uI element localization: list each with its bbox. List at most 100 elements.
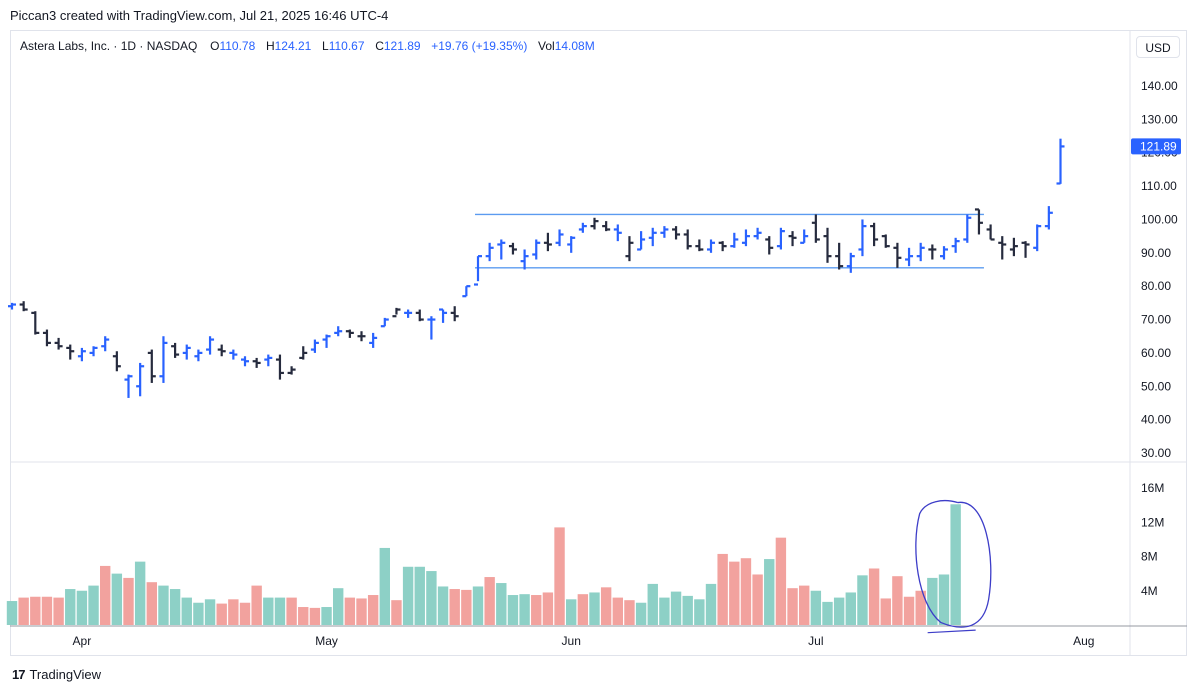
tradingview-logo[interactable]: 17 TradingView: [12, 667, 101, 682]
ohlc-bar: [31, 311, 40, 335]
ohlc-bar: [695, 239, 704, 252]
ohlc-bar: [485, 242, 494, 262]
volume-bar: [845, 592, 856, 625]
time-tick-label: Jul: [808, 634, 823, 648]
price-bars: [8, 138, 1065, 398]
high-label: H: [265, 39, 275, 53]
volume-bar: [111, 573, 123, 625]
ohlc-bar: [974, 208, 983, 235]
volume-bar: [519, 594, 530, 625]
volume-bar: [600, 587, 612, 625]
ohlc-bar: [252, 357, 261, 368]
volume-bars: [6, 504, 961, 625]
ohlc-bar: [101, 336, 110, 352]
volume-bar: [437, 586, 449, 625]
ohlc-bar: [462, 285, 471, 298]
ohlc-bar: [1056, 138, 1065, 185]
consolidation-range: [475, 213, 984, 269]
symbol-label[interactable]: Astera Labs, Inc. · 1D · NASDAQ: [20, 39, 198, 53]
ohlc-bar: [707, 239, 715, 253]
ohlc-bar: [637, 231, 646, 251]
chart-frame: [10, 30, 1187, 656]
volume-bar: [868, 568, 880, 625]
last-price-label: 121.89: [1140, 139, 1177, 153]
price-tick-label: 110.00: [1141, 179, 1177, 193]
volume-bar: [333, 588, 344, 625]
ohlc-bar: [823, 227, 832, 263]
ohlc-bar: [334, 326, 343, 337]
volume-tick-label: 8M: [1141, 550, 1158, 564]
volume-bar: [6, 601, 18, 625]
ohlc-bar: [357, 331, 366, 342]
ohlc-bar: [660, 226, 669, 238]
close-value: 121.89: [383, 39, 421, 53]
volume-bar: [239, 602, 251, 625]
ohlc-bar: [672, 226, 681, 240]
ohlc-bar: [206, 336, 215, 355]
volume-tick-label: 16M: [1141, 481, 1164, 495]
volume-bar: [635, 602, 647, 625]
ohlc-bar: [928, 244, 937, 260]
annotation-layer: [915, 500, 992, 634]
ohlc-bar: [940, 246, 948, 260]
ohlc-bar: [520, 249, 529, 270]
volume-bar: [426, 571, 437, 625]
symbol-legend: Astera Labs, Inc. · 1D · NASDAQ O110.78 …: [20, 39, 595, 53]
volume-bar: [542, 592, 554, 625]
ohlc-bar: [404, 309, 413, 318]
volume-bar: [938, 574, 950, 625]
ohlc-bar: [264, 354, 273, 367]
ohlc-bar: [112, 351, 121, 372]
last-price-tag: [1131, 138, 1181, 155]
volume-bar: [391, 600, 402, 625]
volume-bar: [857, 575, 868, 625]
price-tick-label: 100.00: [1141, 212, 1178, 226]
ohlc-bar: [788, 231, 797, 247]
ohlc-bar: [42, 329, 51, 347]
volume-bar: [193, 602, 204, 625]
chart-caption: Piccan3 created with TradingView.com, Ju…: [10, 8, 389, 23]
open-value: 110.78: [219, 39, 256, 53]
tradingview-brand: TradingView: [29, 667, 102, 682]
volume-bar: [449, 589, 460, 625]
tradingview-mark-icon: 17: [12, 667, 26, 682]
volume-bar: [472, 586, 484, 625]
volume-bar: [216, 603, 227, 625]
ohlc-bar: [1033, 224, 1042, 252]
ohlc-bar: [998, 236, 1007, 260]
ohlc-bar: [322, 334, 331, 348]
price-tick-label: 140.00: [1141, 79, 1178, 93]
volume-bar: [321, 607, 332, 625]
volume-bar: [531, 595, 542, 625]
volume-bar: [134, 561, 146, 625]
volume-bar: [554, 527, 565, 625]
ohlc-bar: [310, 339, 319, 353]
volume-bar: [752, 574, 763, 625]
ohlc-bar: [136, 362, 145, 397]
volume-tick-label: 4M: [1141, 584, 1158, 598]
ohlc-bar: [858, 219, 867, 257]
volume-bar: [822, 601, 833, 625]
ohlc-bar: [508, 242, 517, 255]
volume-bar: [379, 547, 390, 625]
volume-bar: [30, 596, 41, 625]
close-label: C: [375, 39, 384, 53]
ohlc-bar: [159, 336, 168, 383]
volume-bar: [251, 585, 262, 625]
ohlc-bar: [543, 232, 552, 252]
ohlc-bar: [811, 214, 820, 243]
volume-bar: [566, 599, 577, 625]
grid-layer: [10, 30, 1187, 656]
ohlc-bar: [532, 239, 541, 260]
volume-bar: [367, 595, 379, 625]
volume-bar: [65, 589, 76, 625]
volume-bar: [950, 504, 961, 625]
volume-bar: [775, 537, 787, 625]
ohlc-bar: [147, 349, 156, 383]
volume-bar: [810, 590, 822, 625]
ohlc-bar: [578, 222, 587, 233]
volume-bar: [158, 585, 169, 625]
ohlc-bar: [217, 344, 226, 357]
currency-button[interactable]: USD: [1136, 36, 1180, 58]
